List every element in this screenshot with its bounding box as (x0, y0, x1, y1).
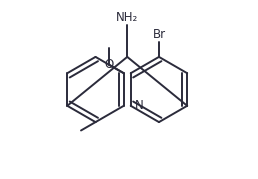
Text: O: O (105, 58, 114, 71)
Text: Br: Br (152, 28, 166, 41)
Text: NH₂: NH₂ (116, 11, 138, 24)
Text: N: N (135, 99, 143, 112)
